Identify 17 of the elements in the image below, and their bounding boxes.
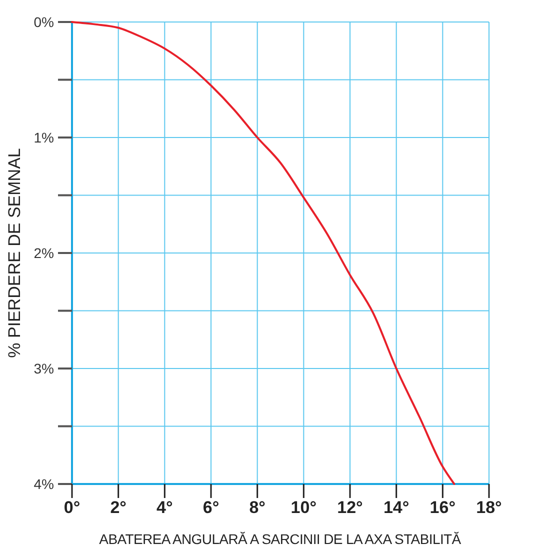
x-tick-label: 2° xyxy=(110,498,127,517)
x-tick-label: 0° xyxy=(64,498,80,517)
x-tick-label: 4° xyxy=(156,498,173,517)
x-axis-title: ABATEREA ANGULARĂ A SARCINII DE LA AXA STABILITĂ xyxy=(99,531,462,547)
x-tick-label: 10° xyxy=(290,498,317,517)
y-axis-title: % PIERDERE DE SEMNAL xyxy=(5,148,24,358)
y-tick-label: 0% xyxy=(34,14,54,30)
y-tick-label: 1% xyxy=(34,129,54,146)
x-tick-label: 14° xyxy=(383,498,410,517)
x-tick-label: 12° xyxy=(337,498,364,517)
y-tick-label: 3% xyxy=(34,360,54,376)
x-tick-label: 16° xyxy=(430,498,456,517)
y-tick-label: 4% xyxy=(34,476,54,492)
x-tick-label: 6° xyxy=(202,498,220,517)
y-tick-label: 2% xyxy=(34,244,54,261)
x-tick-label: 18° xyxy=(476,498,502,517)
x-tick-label: 8° xyxy=(249,498,266,517)
